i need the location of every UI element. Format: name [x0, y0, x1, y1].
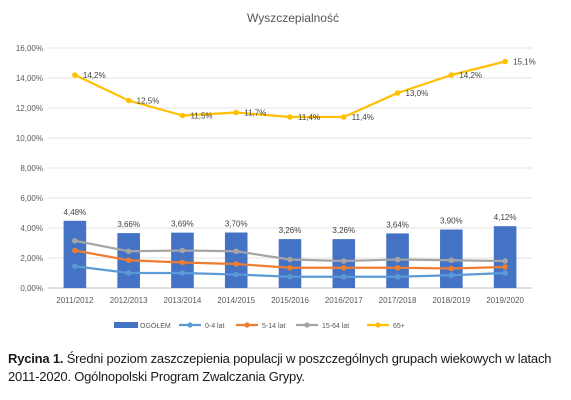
line-point: [448, 257, 455, 264]
line-data-label: 11,4%: [298, 113, 320, 122]
legend-label: 15-64 lat: [322, 323, 349, 330]
line-point: [502, 58, 508, 65]
line-data-label: 11,4%: [352, 113, 374, 122]
line-point: [394, 264, 401, 271]
x-tick-label: 2012/2013: [110, 296, 148, 305]
line-point: [502, 264, 508, 270]
x-tick-label: 2011/2012: [56, 296, 94, 305]
line-data-label: 14,2%: [83, 71, 106, 80]
line-65-: [74, 60, 506, 119]
y-axis-ticks: 0,00% 2,00% 4,00% 6,00% 8,00% 10,00% 12,00% 14,…: [16, 44, 43, 293]
line-point: [72, 247, 78, 254]
line-point: [502, 258, 508, 264]
x-tick-label: 2018/2019: [432, 296, 470, 305]
line-point: [233, 271, 240, 278]
bar-data-label: 3,90%: [440, 217, 463, 226]
line-point: [448, 265, 455, 272]
line-point: [125, 97, 132, 104]
line-point: [125, 248, 132, 255]
caption-text: Średni poziom zaszczepienia populacji w …: [8, 351, 552, 384]
line-data-label: 11,7%: [244, 109, 266, 118]
x-tick-label: 2016/2017: [325, 296, 363, 305]
line-point: [287, 273, 293, 280]
line-point: [179, 270, 186, 276]
bar-data-label: 3,69%: [171, 220, 194, 229]
line-point: [340, 114, 347, 120]
bar-data-label: 3,70%: [225, 220, 248, 229]
legend-label: 0-4 lat: [205, 323, 225, 330]
line-point: [340, 264, 347, 271]
y-tick-label: 8,00%: [20, 164, 43, 173]
line-series: [72, 58, 508, 280]
line-point: [448, 272, 455, 279]
x-tick-label: 2017/2018: [379, 296, 417, 305]
line-data-label: 14,2%: [459, 71, 482, 80]
y-tick-label: 10,00%: [16, 134, 43, 143]
legend-swatch: [114, 322, 138, 328]
data-labels: 4,48% 3,66% 3,69% 3,70% 3,26% 3,26% 3,64% 3,90%…: [64, 58, 536, 236]
legend: OGÓŁEM 0-4 lat 5-14 lat 15-64 lat 65+: [114, 321, 405, 330]
legend-label: OGÓŁEM: [140, 321, 171, 330]
line-point: [448, 72, 455, 78]
y-tick-label: 6,00%: [20, 194, 43, 203]
caption-label: Rycina 1.: [8, 351, 64, 366]
line-point: [233, 261, 240, 267]
bar-data-label: 3,26%: [279, 226, 302, 235]
bar-ogolem: [224, 232, 248, 288]
vaccination-chart: Wyszczepialność 0,00% 2,00% 4,00% 6,00% 8,00…: [16, 11, 536, 330]
line-data-label: 12,5%: [137, 97, 160, 106]
line-point: [394, 256, 401, 263]
legend-marker: [304, 322, 310, 328]
bar-data-label: 4,12%: [494, 213, 517, 222]
x-tick-label: 2019/2020: [486, 296, 524, 305]
bar-data-label: 3,66%: [117, 220, 140, 229]
line-point: [72, 72, 78, 78]
line-point: [125, 270, 132, 276]
y-tick-label: 2,00%: [20, 254, 43, 263]
line-point: [394, 273, 401, 280]
chart-area: Wyszczepialność 0,00% 2,00% 4,00% 6,00% 8,00…: [16, 11, 536, 330]
x-tick-label: 2014/2015: [217, 296, 255, 305]
bar-ogolem: [493, 226, 517, 288]
x-tick-label: 2013/2014: [164, 296, 202, 305]
line-point: [233, 248, 240, 255]
line-data-label: 15,1%: [513, 58, 536, 67]
legend-marker: [375, 322, 381, 328]
line-point: [125, 257, 132, 264]
line-point: [340, 258, 347, 264]
line-point: [394, 90, 401, 96]
line-point: [502, 270, 508, 276]
bar-data-label: 3,26%: [332, 226, 355, 235]
y-tick-label: 16,00%: [16, 44, 43, 53]
x-tick-label: 2015/2016: [271, 296, 309, 305]
chart-title: Wyszczepialność: [247, 11, 339, 25]
bar-ogolem: [63, 220, 87, 288]
y-tick-label: 14,00%: [16, 74, 43, 83]
legend-marker: [187, 322, 193, 328]
figure-caption: Rycina 1. Średni poziom zaszczepienia po…: [8, 350, 564, 386]
line-point: [340, 273, 347, 280]
line-point: [287, 114, 293, 120]
legend-label: 5-14 lat: [262, 323, 285, 330]
line-point: [72, 237, 78, 244]
line-point: [287, 264, 293, 271]
line-point: [179, 259, 186, 266]
line-point: [179, 112, 186, 119]
line-data-label: 11,5%: [190, 112, 212, 121]
line-point: [287, 256, 293, 263]
bar-ogolem: [278, 239, 302, 288]
line-data-label: 13,0%: [406, 89, 429, 98]
line-point: [179, 247, 186, 254]
y-tick-label: 0,00%: [20, 284, 43, 293]
y-tick-label: 4,00%: [20, 224, 43, 233]
line-point: [233, 109, 240, 116]
line-point: [72, 263, 78, 270]
x-axis-ticks: 2011/2012 2012/2013 2013/2014 2014/2015 2015…: [56, 296, 524, 305]
bar-data-label: 3,64%: [386, 220, 409, 229]
legend-label: 65+: [393, 323, 405, 330]
y-tick-label: 12,00%: [16, 104, 43, 113]
bar-data-label: 4,48%: [64, 208, 87, 217]
legend-marker: [244, 322, 250, 328]
